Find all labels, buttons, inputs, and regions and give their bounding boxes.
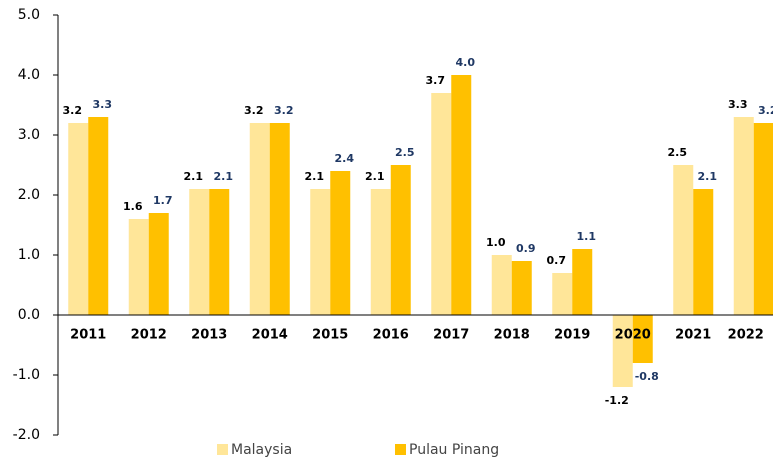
bar [572, 249, 593, 315]
bar [390, 165, 411, 315]
data-label: 0.7 [547, 254, 567, 267]
x-tick-label: 2020 [615, 328, 651, 343]
data-label: 2.1 [214, 170, 234, 183]
y-tick-label: 0.0 [18, 307, 40, 323]
data-label: 3.2 [63, 104, 83, 117]
y-tick-label: -2.0 [13, 427, 40, 443]
bar [249, 123, 270, 315]
bar [693, 189, 714, 315]
bar [511, 261, 532, 315]
bar [451, 75, 472, 315]
data-label: 1.6 [123, 200, 143, 213]
data-label: 2.1 [305, 170, 325, 183]
x-tick-label: 2011 [70, 328, 106, 343]
x-tick-label: 2015 [312, 328, 348, 343]
data-label: 2.5 [668, 146, 688, 159]
bar [88, 117, 109, 315]
bar [209, 189, 230, 315]
data-label: 3.7 [426, 74, 446, 87]
bar [128, 219, 149, 315]
bar [370, 189, 391, 315]
data-label: 3.2 [274, 104, 294, 117]
bar [310, 189, 331, 315]
bar [189, 189, 210, 315]
data-label: 1.1 [577, 230, 597, 243]
bar [68, 123, 89, 315]
data-label: -0.8 [635, 370, 659, 383]
x-tick-label: 2017 [433, 328, 469, 343]
data-label: 3.3 [728, 98, 748, 111]
data-label: 4.0 [456, 56, 476, 69]
data-label: -1.2 [605, 394, 629, 407]
x-tick-label: 2019 [554, 328, 590, 343]
data-label: 1.7 [153, 194, 173, 207]
bar [330, 171, 351, 315]
y-tick-label: 2.0 [18, 187, 40, 203]
x-tick-label: 2021 [675, 328, 711, 343]
bar [673, 165, 694, 315]
data-label: 2.1 [184, 170, 204, 183]
bar [733, 117, 754, 315]
bar [552, 273, 573, 315]
x-tick-label: 2022 [728, 328, 764, 343]
x-tick-label: 2013 [191, 328, 227, 343]
data-label: 1.0 [486, 236, 506, 249]
bar [491, 255, 512, 315]
y-tick-label: 1.0 [18, 247, 40, 263]
data-label: 0.9 [516, 242, 536, 255]
data-label: 2.1 [698, 170, 718, 183]
data-label: 2.4 [335, 152, 355, 165]
x-tick-label: 2018 [494, 328, 530, 343]
bar [148, 213, 169, 315]
legend-swatch [395, 444, 406, 455]
legend-swatch [217, 444, 228, 455]
data-label: 3.2 [244, 104, 264, 117]
data-label: 3.2 [758, 104, 773, 117]
y-tick-label: 3.0 [18, 127, 40, 143]
data-label: 3.3 [93, 98, 113, 111]
bar [269, 123, 290, 315]
bar [753, 123, 773, 315]
bar [632, 315, 653, 363]
x-tick-label: 2016 [373, 328, 409, 343]
data-label: 2.5 [395, 146, 415, 159]
y-tick-label: 4.0 [18, 67, 40, 83]
x-tick-label: 2012 [131, 328, 167, 343]
x-tick-label: 2014 [252, 328, 288, 343]
legend-label: Pulau Pinang [409, 442, 499, 458]
y-tick-label: 5.0 [18, 7, 40, 23]
bar [431, 93, 452, 315]
data-label: 2.1 [365, 170, 385, 183]
legend-label: Malaysia [231, 442, 292, 458]
bar [612, 315, 633, 387]
y-tick-label: -1.0 [13, 367, 40, 383]
